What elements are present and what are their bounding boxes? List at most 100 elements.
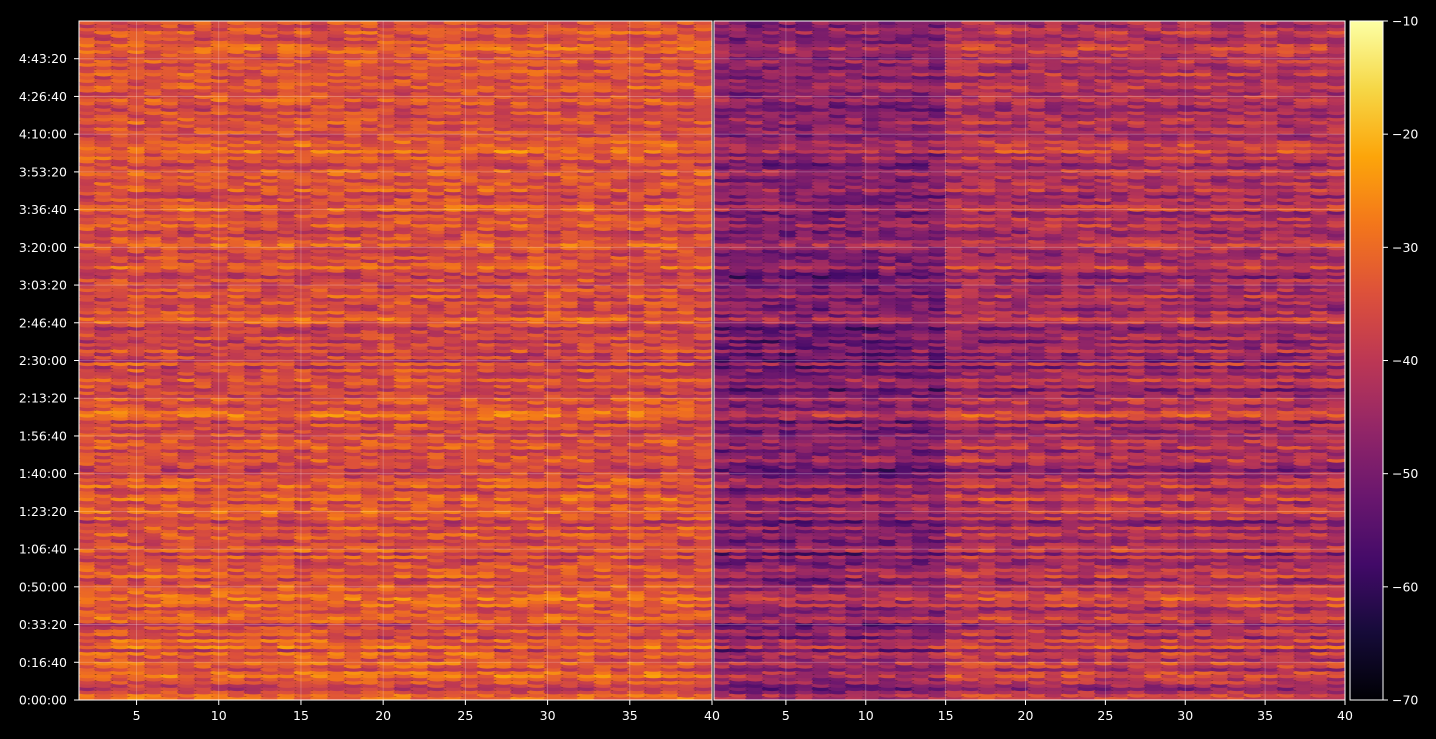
heatmap-cell <box>560 618 581 624</box>
heatmap-cell <box>610 654 631 659</box>
heatmap-cell <box>626 618 648 624</box>
heatmap-cell <box>260 689 281 695</box>
heatmap-cell <box>526 654 548 659</box>
heatmap-cell <box>310 618 331 624</box>
heatmap-cell <box>276 618 298 624</box>
heatmap-cell <box>260 673 281 679</box>
heatmap-cell <box>210 654 231 659</box>
heatmap-cell <box>326 654 348 659</box>
heatmap-cell <box>610 689 631 695</box>
heatmap-cell <box>160 673 181 679</box>
heatmap-cell <box>210 673 231 679</box>
heatmap-cell <box>376 618 398 624</box>
heatmap-cell <box>310 689 331 695</box>
heatmap-cell <box>560 689 581 695</box>
heatmap-cell <box>560 673 581 679</box>
heatmap-cell <box>460 689 481 695</box>
heatmap-cell <box>443 618 465 624</box>
heatmap-cell <box>243 654 265 659</box>
heatmap-cell <box>293 638 315 643</box>
heatmap-cell <box>227 689 248 695</box>
heatmap-cell <box>626 638 648 643</box>
heatmap-cell <box>360 638 381 643</box>
heatmap-cell <box>510 618 531 624</box>
heatmap-cell <box>310 673 331 679</box>
heatmap-cell <box>276 638 298 643</box>
heatmap-cell <box>410 673 431 679</box>
heatmap-cell <box>660 689 681 695</box>
heatmap-cell <box>443 654 465 659</box>
heatmap-cell <box>643 689 664 695</box>
heatmap-cell <box>510 689 531 695</box>
heatmap-cell <box>443 638 465 643</box>
heatmap-cell <box>676 638 698 643</box>
heatmap-cell <box>93 638 115 643</box>
heatmap-cell <box>360 673 381 679</box>
heatmap-cell <box>510 673 531 679</box>
heatmap-cell <box>460 618 481 624</box>
heatmap-cell <box>610 618 631 624</box>
heatmap-cell <box>143 689 165 695</box>
heatmap-cell <box>343 673 365 679</box>
heatmap-cell <box>393 638 415 643</box>
heatmap-cell <box>143 673 165 679</box>
heatmap-cell <box>643 673 664 679</box>
heatmap-cell <box>476 654 498 659</box>
heatmap-cell <box>210 638 231 643</box>
heatmap-cell <box>177 618 198 624</box>
heatmap-cell <box>376 689 398 695</box>
heatmap-cell <box>476 638 498 643</box>
heatmap-cell <box>560 654 581 659</box>
heatmap-cell <box>193 673 215 679</box>
heatmap-cell <box>410 689 431 695</box>
heatmap-cell <box>576 638 598 643</box>
heatmap-cell <box>426 618 448 624</box>
heatmap-cell <box>576 654 598 659</box>
heatmap-cell <box>110 689 131 695</box>
heatmap-cell <box>177 689 198 695</box>
heatmap-cell <box>576 618 598 624</box>
heatmap-cell <box>493 654 515 659</box>
heatmap-cell <box>593 618 614 624</box>
heatmap-cell <box>426 673 448 679</box>
heatmap-cell <box>376 673 398 679</box>
heatmap-cell <box>476 673 498 679</box>
heatmap-cell <box>143 654 165 659</box>
heatmap-cell <box>193 689 215 695</box>
heatmap-cell <box>360 618 381 624</box>
heatmap-cell <box>276 673 298 679</box>
heatmap-cell <box>676 654 698 659</box>
heatmap-cell <box>543 689 565 695</box>
heatmap-cell <box>143 618 165 624</box>
heatmap-cell <box>127 654 148 659</box>
heatmap-cell <box>160 638 181 643</box>
heatmap-cell <box>393 673 415 679</box>
heatmap-cell <box>543 654 565 659</box>
heatmap-cell <box>410 654 431 659</box>
heatmap-panel-left <box>79 21 712 700</box>
heatmap-cell <box>343 638 365 643</box>
heatmap-cell <box>576 673 598 679</box>
heatmap-cell <box>560 638 581 643</box>
heatmap-cell <box>376 654 398 659</box>
heatmap-cell <box>127 689 148 695</box>
heatmap-cell <box>593 638 614 643</box>
heatmap-cell <box>593 654 614 659</box>
heatmap-cell <box>243 638 265 643</box>
heatmap-cell <box>193 654 215 659</box>
heatmap-cell <box>610 673 631 679</box>
heatmap-cell <box>293 689 315 695</box>
heatmap-cell <box>676 673 698 679</box>
heatmap-cell <box>660 638 681 643</box>
heatmap-cell <box>376 638 398 643</box>
heatmap-cell <box>393 618 415 624</box>
heatmap-cell <box>193 638 215 643</box>
heatmap-cell <box>343 689 365 695</box>
heatmap-cell <box>160 654 181 659</box>
heatmap-cell <box>276 689 298 695</box>
heatmap-cell <box>210 689 231 695</box>
heatmap-cell <box>227 654 248 659</box>
heatmap-cell <box>243 689 265 695</box>
heatmap-cell <box>426 689 448 695</box>
